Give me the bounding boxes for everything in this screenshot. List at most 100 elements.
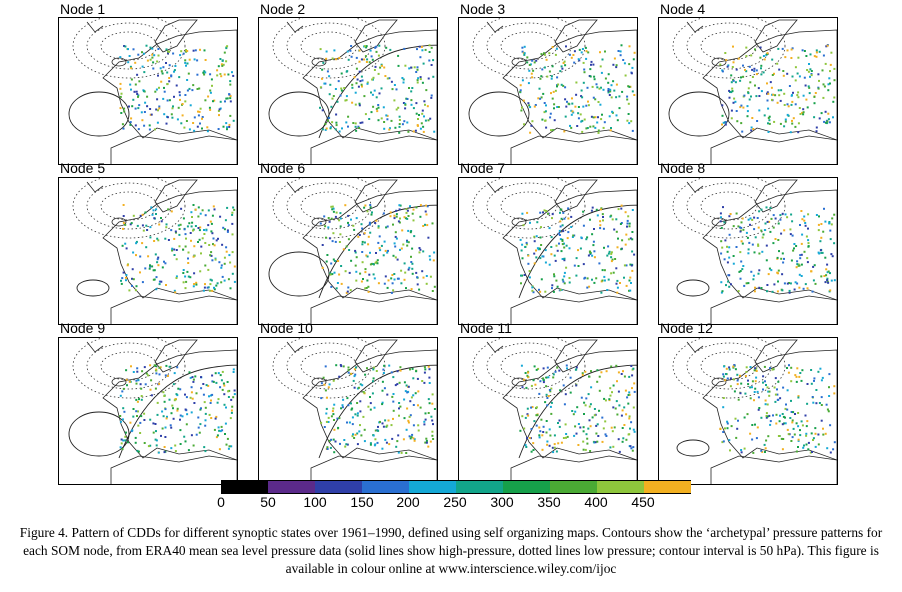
station-dot (811, 290, 814, 293)
station-dot (232, 74, 235, 77)
station-dot (210, 279, 213, 282)
station-dot (786, 49, 789, 52)
station-dot (220, 425, 223, 428)
station-dot (798, 75, 801, 78)
station-dot (559, 211, 561, 214)
station-dot (596, 440, 599, 443)
station-dot (771, 98, 773, 101)
station-dot (321, 244, 324, 246)
station-dot (325, 50, 328, 53)
station-dot (128, 105, 130, 108)
station-dot (398, 131, 401, 134)
station-dot (147, 374, 150, 377)
station-dot (591, 206, 594, 209)
station-dot (212, 237, 215, 240)
station-dot (190, 225, 193, 228)
station-dot (163, 395, 166, 397)
station-dot (145, 246, 148, 249)
station-dot (737, 290, 740, 293)
station-dot (551, 46, 554, 48)
station-dot (364, 373, 367, 376)
station-dot (553, 107, 555, 110)
station-dot (428, 376, 431, 379)
station-dot (746, 110, 749, 113)
station-dot (751, 117, 754, 119)
station-dot (550, 77, 553, 80)
station-dot (220, 264, 223, 267)
station-dot (613, 426, 616, 429)
station-dot (553, 103, 556, 106)
station-dot (417, 424, 420, 427)
station-dot (383, 282, 386, 285)
station-dot (426, 205, 429, 208)
station-dot (829, 229, 832, 232)
station-dot (772, 242, 775, 245)
station-dot (430, 415, 433, 418)
station-dot (563, 275, 566, 278)
station-dot (355, 56, 358, 59)
station-dot (778, 68, 781, 71)
station-dot (405, 384, 408, 387)
station-dot (140, 415, 143, 418)
station-dot (369, 231, 372, 234)
station-dot (198, 87, 201, 90)
station-dot (187, 449, 190, 452)
station-dot (156, 237, 159, 240)
station-dot (152, 67, 155, 70)
station-dot (162, 391, 165, 394)
station-dot (546, 75, 549, 78)
station-dot (598, 389, 601, 392)
station-dot (534, 104, 537, 106)
station-dot (546, 404, 549, 407)
station-dot (784, 213, 787, 216)
station-dot (519, 238, 522, 241)
station-dot (610, 256, 613, 259)
greenland-coast (86, 181, 104, 193)
station-dot (168, 365, 171, 368)
station-dot (607, 89, 610, 92)
station-dot (229, 83, 232, 86)
panel-title: Node 12 (660, 320, 713, 336)
station-dot (335, 58, 338, 61)
station-dot (727, 64, 730, 67)
station-dot (420, 122, 423, 125)
station-dot (780, 437, 783, 440)
station-dot (192, 49, 195, 52)
station-dot (528, 104, 531, 107)
station-dot (535, 59, 538, 62)
station-dot (777, 280, 779, 283)
station-dot (165, 48, 168, 51)
station-dot (183, 435, 186, 438)
station-dot (611, 218, 614, 221)
station-dot (592, 244, 595, 247)
station-dot (125, 378, 128, 381)
station-dot (575, 257, 578, 260)
station-dot (818, 215, 820, 218)
station-dot (604, 77, 607, 80)
station-dot (809, 68, 812, 71)
station-dot (738, 226, 741, 229)
station-dot (364, 55, 367, 58)
station-dot (424, 103, 426, 106)
station-dot (394, 126, 397, 129)
map-svg (672, 178, 837, 324)
station-dot (791, 421, 794, 424)
station-dot (813, 116, 816, 119)
station-dot (750, 54, 753, 57)
station-dot (620, 207, 623, 210)
station-dot (155, 276, 158, 279)
station-dot (737, 225, 740, 228)
station-dot (216, 434, 219, 437)
station-dot (819, 367, 822, 370)
station-dot (202, 383, 205, 385)
station-dot (171, 247, 174, 250)
station-dot (801, 49, 804, 52)
station-dot (433, 251, 436, 254)
station-dot (120, 442, 123, 445)
station-dot (815, 51, 818, 54)
station-dot (615, 230, 618, 233)
station-dot (148, 267, 151, 270)
station-dot (520, 282, 522, 285)
station-dot (593, 250, 596, 253)
station-dot (619, 282, 621, 284)
